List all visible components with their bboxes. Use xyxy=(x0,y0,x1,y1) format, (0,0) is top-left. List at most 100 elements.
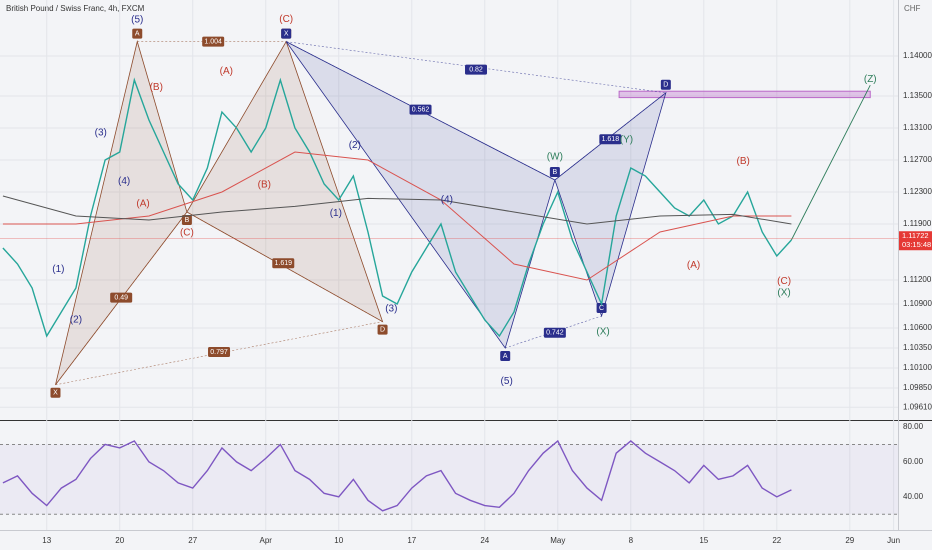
x-tick-label: 20 xyxy=(115,536,124,545)
pattern-leg xyxy=(554,92,667,181)
price-line xyxy=(2,195,792,225)
wave-label: (Z) xyxy=(864,74,877,85)
x-tick-label: Jun xyxy=(887,536,900,545)
pattern-point: X xyxy=(281,28,292,39)
wave-label: (W) xyxy=(547,151,563,162)
price-pane xyxy=(0,0,898,420)
pattern-point-box xyxy=(660,79,671,90)
wave-label: (1) xyxy=(52,264,64,275)
y-tick-label: 1.12300 xyxy=(903,187,932,196)
ratio-tag: 0.49 xyxy=(110,292,133,303)
ratio-label: 0.49 xyxy=(114,294,128,301)
x-tick-label: 22 xyxy=(772,536,781,545)
wave-label: (B) xyxy=(258,179,271,190)
pattern-point-label: A xyxy=(503,353,508,360)
pattern-point: D xyxy=(660,79,671,90)
wave-label: (3) xyxy=(95,127,107,138)
y-tick-label: 60.00 xyxy=(903,457,924,466)
pattern-point: A xyxy=(500,351,511,361)
ratio-box xyxy=(110,292,133,303)
ratio-box xyxy=(465,64,488,75)
ratio-tag: 1.004 xyxy=(202,36,225,47)
wave-label: (X) xyxy=(596,327,609,338)
ratio-label: 0.82 xyxy=(469,66,483,73)
y-tick-label: 1.13100 xyxy=(903,123,932,132)
pattern-point-box xyxy=(181,215,192,225)
projection-line xyxy=(791,84,871,241)
pattern-point-label: X xyxy=(284,30,289,37)
pattern-point-box xyxy=(132,28,143,39)
wave-label: (4) xyxy=(118,176,130,187)
wave-label: (5) xyxy=(131,15,143,26)
current-price-tag xyxy=(899,231,932,251)
wave-label: (2) xyxy=(70,315,82,326)
y-tick-label: 1.10100 xyxy=(903,363,932,372)
wave-label: (X) xyxy=(777,287,790,298)
pattern-leg xyxy=(505,315,602,349)
wave-label: (1) xyxy=(330,208,342,219)
wave-label: (C) xyxy=(279,14,293,25)
pattern-point: X xyxy=(50,387,61,398)
wave-label: (A) xyxy=(136,199,149,210)
ratio-label: 0.797 xyxy=(210,349,228,356)
x-tick-label: 17 xyxy=(407,536,416,545)
pattern-point-label: D xyxy=(663,82,668,89)
ratio-label: 0.742 xyxy=(546,330,564,337)
pattern-point: A xyxy=(132,28,143,39)
x-tick-label: Apr xyxy=(260,536,273,545)
pattern-point-label: A xyxy=(135,30,140,37)
pattern-point: B xyxy=(549,167,560,177)
pattern-point: D xyxy=(377,324,388,335)
ratio-box xyxy=(409,104,432,115)
pattern-point-box xyxy=(500,351,511,361)
ratio-box xyxy=(208,347,231,357)
pattern-point-label: D xyxy=(380,326,385,333)
ratio-tag: 0.797 xyxy=(208,347,231,357)
pattern-point-box xyxy=(596,303,607,313)
x-tick-label: 27 xyxy=(188,536,197,545)
ratio-label: 1.618 xyxy=(602,136,620,143)
ratio-label: 1.004 xyxy=(204,38,222,45)
y-tick-label: 1.11900 xyxy=(903,219,932,228)
wave-label: (A) xyxy=(220,66,233,77)
wave-label: (2) xyxy=(349,140,361,151)
x-tick-label: 8 xyxy=(629,536,634,545)
ratio-box xyxy=(543,327,566,338)
current-price-label: 1.11722 xyxy=(902,231,929,240)
rsi-band xyxy=(0,444,898,515)
x-tick-label: 24 xyxy=(480,536,489,545)
x-tick-label: 15 xyxy=(699,536,708,545)
pattern-point-label: B xyxy=(553,169,558,176)
ratio-label: 1.619 xyxy=(275,260,293,267)
ratio-label: 0.562 xyxy=(412,106,430,113)
ratio-tag: 1.618 xyxy=(599,134,622,145)
wave-label: (5) xyxy=(501,376,513,387)
y-tick-label: 1.10350 xyxy=(903,343,932,352)
wave-label: (Y) xyxy=(620,135,633,146)
ratio-box xyxy=(599,134,622,145)
y-tick-label: 1.09610 xyxy=(903,402,932,411)
rsi-pane xyxy=(0,421,898,530)
ratio-tag: 0.562 xyxy=(409,104,432,115)
y-tick-label: 1.13500 xyxy=(903,91,932,100)
pattern-point-box xyxy=(281,28,292,39)
pattern-point: C xyxy=(596,303,607,313)
y-tick-label: 40.00 xyxy=(903,492,924,501)
pattern-point-box xyxy=(50,387,61,398)
pattern-point: B xyxy=(181,215,192,225)
ratio-tag: 0.82 xyxy=(465,64,488,75)
y-tick-label: 1.09850 xyxy=(903,383,932,392)
pattern-point-label: B xyxy=(185,217,190,224)
y-tick-label: 1.12700 xyxy=(903,155,932,164)
pattern-leg xyxy=(55,321,383,386)
wave-label: (B) xyxy=(737,156,750,167)
pattern-point-label: X xyxy=(53,390,58,397)
x-tick-label: 13 xyxy=(42,536,51,545)
price-line xyxy=(2,77,792,338)
wave-label: (3) xyxy=(385,303,397,314)
x-tick-label: May xyxy=(550,536,565,545)
ratio-tag: 0.742 xyxy=(543,327,566,338)
x-tick-label: 10 xyxy=(334,536,343,545)
y-tick-label: 1.14000 xyxy=(903,51,932,60)
target-zone xyxy=(618,90,871,99)
